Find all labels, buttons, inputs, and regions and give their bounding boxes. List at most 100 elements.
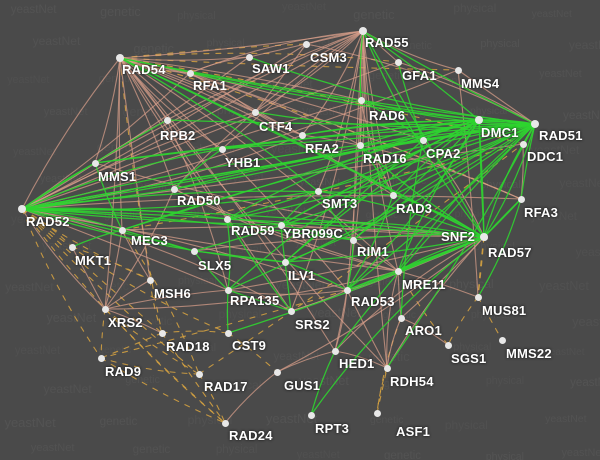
node-label-snf2[interactable]: SNF2 xyxy=(441,229,476,244)
graph-edge-physical[interactable] xyxy=(21,57,121,210)
graph-edge-genetic[interactable] xyxy=(100,357,200,375)
graph-edge-physical[interactable] xyxy=(21,195,522,210)
graph-edge-genetic[interactable] xyxy=(161,332,226,424)
graph-node-xrs2[interactable] xyxy=(101,305,109,313)
graph-edge-coexpression[interactable] xyxy=(317,123,536,192)
graph-edge-genetic[interactable] xyxy=(21,208,226,424)
graph-edge-coexpression[interactable] xyxy=(477,198,522,298)
graph-edge-coexpression[interactable] xyxy=(193,250,229,291)
graph-node-smt3[interactable] xyxy=(314,187,322,195)
node-label-rad55[interactable]: RAD55 xyxy=(365,35,409,50)
graph-edge-genetic[interactable] xyxy=(21,208,151,281)
node-label-rad24[interactable]: RAD24 xyxy=(229,428,273,443)
graph-node-rad16[interactable] xyxy=(356,141,364,149)
graph-edge-coexpression[interactable] xyxy=(362,30,480,121)
graph-node-sgs1[interactable] xyxy=(444,341,452,349)
graph-edge-coexpression[interactable] xyxy=(346,194,394,291)
graph-edge-coexpression[interactable] xyxy=(119,57,319,192)
node-label-gus1[interactable]: GUS1 xyxy=(284,378,321,393)
graph-node-rad18[interactable] xyxy=(158,329,166,337)
graph-edge-physical[interactable] xyxy=(334,350,388,369)
graph-edge-coexpression[interactable] xyxy=(284,261,292,312)
graph-edge-physical[interactable] xyxy=(173,30,364,190)
graph-edge-genetic[interactable] xyxy=(104,308,200,375)
graph-edge-coexpression[interactable] xyxy=(248,56,536,125)
graph-edge-physical[interactable] xyxy=(104,229,123,310)
graph-edge-physical[interactable] xyxy=(397,270,479,298)
graph-edge-genetic[interactable] xyxy=(119,57,163,334)
node-label-mms4[interactable]: MMS4 xyxy=(461,76,500,91)
graph-edge-physical[interactable] xyxy=(226,218,485,238)
graph-edge-coexpression[interactable] xyxy=(226,218,292,312)
graph-edge-physical[interactable] xyxy=(457,69,479,298)
graph-edge-physical[interactable] xyxy=(352,239,399,272)
graph-node-rad54[interactable] xyxy=(116,54,124,62)
node-label-xrs2[interactable]: XRS2 xyxy=(108,315,143,330)
graph-node-dmc1[interactable] xyxy=(475,116,483,124)
graph-edge-coexpression[interactable] xyxy=(226,218,231,291)
graph-edge-coexpression[interactable] xyxy=(173,123,536,190)
graph-edge-physical[interactable] xyxy=(362,30,394,196)
node-label-rfa2[interactable]: RFA2 xyxy=(305,141,340,156)
graph-edge-coexpression[interactable] xyxy=(119,57,485,238)
graph-node-mkt1[interactable] xyxy=(68,243,76,251)
graph-edge-coexpression[interactable] xyxy=(397,123,536,272)
graph-edge-physical[interactable] xyxy=(221,30,364,150)
graph-edge-physical[interactable] xyxy=(359,99,362,146)
node-label-dmc1[interactable]: DMC1 xyxy=(481,125,519,140)
graph-node-ybr099c[interactable] xyxy=(277,221,285,229)
graph-edge-physical[interactable] xyxy=(21,208,229,291)
graph-node-csm3[interactable] xyxy=(302,40,310,48)
graph-node-aro1[interactable] xyxy=(397,314,405,322)
graph-edge-coexpression[interactable] xyxy=(386,123,536,369)
graph-edge-coexpression[interactable] xyxy=(284,236,485,263)
graph-edge-genetic[interactable] xyxy=(21,208,102,359)
graph-edge-coexpression[interactable] xyxy=(227,289,292,312)
graph-node-slx5[interactable] xyxy=(190,247,198,255)
graph-edge-physical[interactable] xyxy=(119,57,256,113)
graph-edge-coexpression[interactable] xyxy=(173,148,223,190)
graph-edge-coexpression[interactable] xyxy=(284,119,480,263)
graph-node-mre11[interactable] xyxy=(394,267,402,275)
graph-edge-coexpression[interactable] xyxy=(397,61,424,141)
graph-node-mms22[interactable] xyxy=(498,336,506,344)
graph-edge-physical[interactable] xyxy=(119,57,336,352)
graph-edge-coexpression[interactable] xyxy=(520,123,536,200)
graph-edge-coexpression[interactable] xyxy=(94,162,123,231)
graph-edge-coexpression[interactable] xyxy=(189,72,536,125)
graph-edge-coexpression[interactable] xyxy=(392,119,480,196)
graph-node-mms1[interactable] xyxy=(91,159,99,167)
graph-edge-genetic[interactable] xyxy=(21,208,200,375)
graph-edge-genetic[interactable] xyxy=(477,296,503,341)
graph-edge-physical[interactable] xyxy=(276,350,336,373)
graph-node-mec3[interactable] xyxy=(118,226,126,234)
node-label-rad18[interactable]: RAD18 xyxy=(166,339,210,354)
graph-edge-coexpression[interactable] xyxy=(280,224,354,241)
node-label-rad6[interactable]: RAD6 xyxy=(369,108,406,123)
graph-edge-coexpression[interactable] xyxy=(121,229,195,252)
graph-node-asf1[interactable] xyxy=(373,409,381,417)
graph-edge-physical[interactable] xyxy=(119,57,388,369)
graph-edge-coexpression[interactable] xyxy=(71,229,123,248)
graph-edge-coexpression[interactable] xyxy=(221,123,536,150)
graph-edge-genetic[interactable] xyxy=(100,308,106,359)
graph-node-rad59[interactable] xyxy=(223,215,231,223)
graph-edge-genetic[interactable] xyxy=(100,332,163,359)
graph-edge-genetic[interactable] xyxy=(477,236,485,298)
graph-edge-genetic[interactable] xyxy=(21,208,73,248)
graph-edge-coexpression[interactable] xyxy=(227,123,536,291)
node-label-rpb2[interactable]: RPB2 xyxy=(160,128,196,143)
graph-edge-coexpression[interactable] xyxy=(400,139,424,319)
graph-node-rad51[interactable] xyxy=(531,120,539,128)
graph-edge-coexpression[interactable] xyxy=(254,111,536,129)
graph-node-rpb2[interactable] xyxy=(163,116,171,124)
graph-node-saw1[interactable] xyxy=(245,53,253,61)
graph-edge-physical[interactable] xyxy=(334,289,348,352)
graph-edge-genetic[interactable] xyxy=(376,367,388,414)
node-label-mus81[interactable]: MUS81 xyxy=(482,303,527,318)
graph-edge-physical[interactable] xyxy=(362,30,388,369)
graph-edge-physical[interactable] xyxy=(21,208,106,310)
graph-node-rad17[interactable] xyxy=(195,370,203,378)
graph-edge-physical[interactable] xyxy=(301,134,522,200)
node-label-ilv1[interactable]: ILV1 xyxy=(288,268,316,283)
